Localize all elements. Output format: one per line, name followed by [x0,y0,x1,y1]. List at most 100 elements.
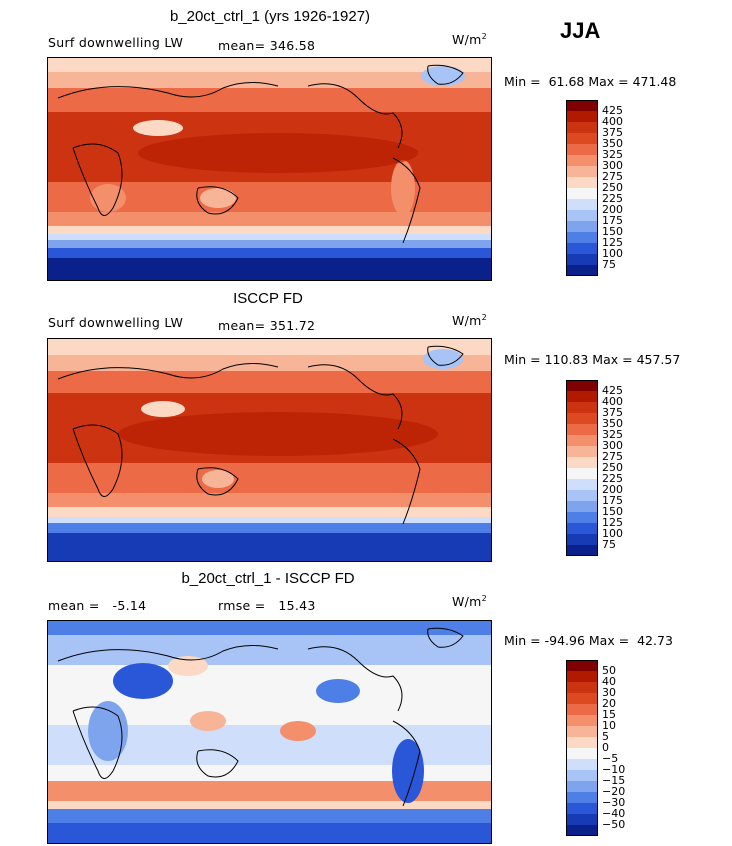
panel-2-colorbar-swatch [567,501,597,512]
panel-2-colorbar-swatch [567,512,597,523]
colorbar-tick: 325 [602,148,623,161]
panel-2-colorbar-swatch [567,413,597,424]
colorbar-tick: 50 [602,664,616,677]
panel-1-colorbar-swatch [567,101,597,111]
panel-1-colorbar-swatch [567,188,597,199]
colorbar-tick: 100 [602,527,623,540]
panel-2-variable-label: Surf downwelling LW [48,315,184,330]
panel-3-colorbar-swatch [567,792,597,803]
colorbar-tick: −10 [602,763,626,776]
panel-1-map-field [48,58,491,280]
colorbar-tick: 75 [602,258,616,271]
panel-3-colorbar-swatch [567,661,597,671]
panel-1-title: b_20ct_ctrl_1 (yrs 1926-1927) [169,8,371,25]
panel-2-colorbar-swatch [567,381,597,391]
colorbar-tick: 10 [602,719,616,732]
panel-2-colorbar-swatch [567,391,597,402]
colorbar-tick: 40 [602,675,616,688]
colorbar-tick: 250 [602,181,623,194]
panel-3-mean-label: mean = -5.14 [48,598,147,613]
panel-1-colorbar-swatch [567,144,597,155]
panel-1-colorbar-swatch [567,155,597,166]
colorbar-tick: 325 [602,428,623,441]
colorbar-tick: 275 [602,450,623,463]
colorbar-tick: 350 [602,417,623,430]
colorbar-tick: 30 [602,686,616,699]
panel-1-colorbar [566,100,598,276]
panel-1-colorbar-swatch [567,199,597,210]
panel-3-colorbar-swatch [567,770,597,781]
panel-2-colorbar-swatch [567,545,597,555]
panel-2-units: W/m2 [452,313,488,329]
colorbar-tick: 375 [602,126,623,139]
colorbar-tick: 5 [602,730,609,743]
panel-3-colorbar-swatch [567,737,597,748]
season-label: JJA [560,18,601,43]
colorbar-tick: 275 [602,170,623,183]
panel-2-colorbar-swatch [567,523,597,534]
panel-2-colorbar-swatch [567,479,597,490]
panel-3-colorbar-swatch [567,814,597,825]
panel-2-minmax: Min = 110.83 Max = 457.57 [504,352,681,367]
panel-2-colorbar-swatch [567,490,597,501]
colorbar-tick: 75 [602,538,616,551]
colorbar-tick: 400 [602,115,623,128]
panel-3-colorbar [566,660,598,836]
panel-1-colorbar-swatch [567,243,597,254]
panel-2-colorbar-swatch [567,446,597,457]
colorbar-tick: 375 [602,406,623,419]
panel-1-units: W/m2 [452,32,488,48]
panel-1-map [47,57,492,281]
panel-3-colorbar-swatch [567,704,597,715]
panel-2-colorbar-swatch [567,435,597,446]
panel-2-map [47,338,492,562]
panel-1-variable-label: Surf downwelling LW [48,35,184,50]
panel-3-colorbar-swatch [567,726,597,737]
colorbar-tick: −40 [602,807,626,820]
panel-2-colorbar-swatch [567,402,597,413]
panel-3-colorbar-swatch [567,759,597,770]
colorbar-tick: 300 [602,159,623,172]
colorbar-tick: 0 [602,741,609,754]
panel-1-colorbar-swatch [567,111,597,122]
colorbar-tick: −30 [602,796,626,809]
panel-1-minmax: Min = 61.68 Max = 471.48 [504,74,677,89]
colorbar-tick: 125 [602,516,623,529]
colorbar-tick: −20 [602,785,626,798]
colorbar-tick: −5 [602,752,619,765]
panel-3-colorbar-swatch [567,748,597,759]
colorbar-tick: 225 [602,192,623,205]
panel-3-title: b_20ct_ctrl_1 - ISCCP FD [181,570,355,587]
panel-2-colorbar-swatch [567,534,597,545]
panel-3-colorbar-swatch [567,803,597,814]
panel-1-colorbar-swatch [567,265,597,275]
panel-1-colorbar-swatch [567,166,597,177]
panel-2-title: ISCCP FD [233,290,303,307]
panel-2-map-field [48,339,491,561]
panel-2-colorbar-swatch [567,424,597,435]
panel-3-colorbar-swatch [567,693,597,704]
colorbar-tick: 300 [602,439,623,452]
colorbar-tick: 150 [602,225,623,238]
panel-3-minmax: Min = -94.96 Max = 42.73 [504,633,673,648]
panel-3-units: W/m2 [452,594,488,610]
colorbar-tick: 425 [602,104,623,117]
panel-1-colorbar-swatch [567,133,597,144]
panel-2-colorbar-swatch [567,468,597,479]
panel-3-colorbar-swatch [567,715,597,726]
panel-2-mean-label: mean= 351.72 [218,318,316,333]
panel-1-colorbar-swatch [567,210,597,221]
colorbar-tick: 125 [602,236,623,249]
colorbar-tick: −50 [602,818,626,831]
panel-1-colorbar-swatch [567,177,597,188]
colorbar-tick: 15 [602,708,616,721]
panel-1-colorbar-swatch [567,254,597,265]
panel-1-colorbar-swatch [567,122,597,133]
colorbar-tick: 20 [602,697,616,710]
panel-1-mean-label: mean= 346.58 [218,38,316,53]
panel-3-colorbar-swatch [567,825,597,835]
panel-3-colorbar-swatch [567,781,597,792]
colorbar-tick: −15 [602,774,626,787]
colorbar-tick: 250 [602,461,623,474]
panel-2-colorbar [566,380,598,556]
